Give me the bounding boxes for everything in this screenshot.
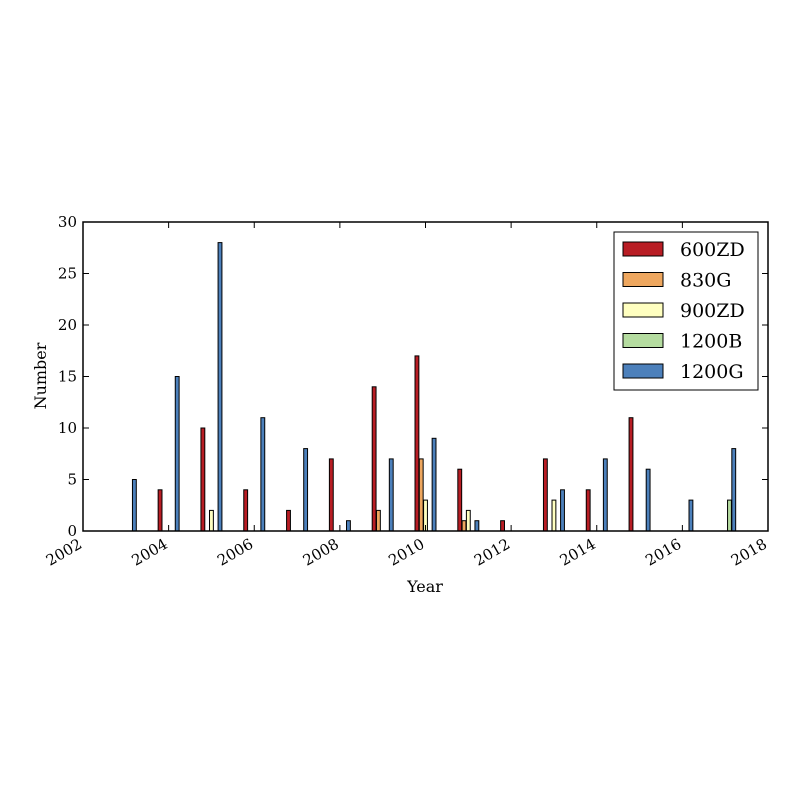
bar-600ZD-2012 — [500, 520, 505, 532]
bar-1200G-2008 — [346, 520, 351, 532]
legend-label-900ZD: 900ZD — [680, 300, 745, 322]
y-tick-label: 25 — [58, 265, 77, 283]
bar-600ZD-2015 — [628, 417, 634, 532]
legend-swatch-600ZD — [622, 241, 664, 257]
legend-label-1200B: 1200B — [680, 331, 742, 353]
bar-1200G-2016 — [688, 499, 694, 532]
bar-600ZD-2009 — [371, 386, 377, 532]
x-tick-label: 2010 — [385, 535, 427, 570]
y-tick-label: 20 — [58, 316, 77, 334]
bar-600ZD-2007 — [286, 509, 291, 532]
x-tick-label: 2002 — [43, 535, 85, 570]
y-tick-label: 30 — [58, 213, 77, 231]
bars-layer — [131, 242, 737, 532]
bar-1200G-2007 — [303, 448, 309, 532]
bar-1200G-2010 — [431, 437, 437, 532]
bar-1200G-2004 — [174, 376, 180, 532]
bar-900ZD-2005 — [209, 509, 214, 532]
bar-1200G-2014 — [602, 458, 608, 532]
legend-swatch-1200G — [622, 363, 664, 379]
bar-600ZD-2011 — [457, 468, 463, 532]
legend-swatch-900ZD — [622, 302, 664, 318]
legend-swatch-830G — [622, 272, 664, 287]
x-axis-label: Year — [406, 577, 443, 596]
bar-1200G-2006 — [260, 417, 266, 532]
y-tick-label: 5 — [67, 471, 77, 489]
bar-900ZD-2013 — [551, 499, 557, 532]
bar-600ZD-2006 — [243, 489, 249, 532]
bar-600ZD-2005 — [200, 427, 206, 532]
legend-label-600ZD: 600ZD — [680, 239, 745, 261]
legend-swatch-1200B — [622, 333, 664, 348]
bar-1200G-2003 — [131, 479, 137, 532]
bar-1200B-2017 — [727, 499, 732, 532]
legend: 600ZD 830G 900ZD 1200B 1200G — [613, 231, 759, 391]
x-tick-label: 2008 — [300, 535, 342, 570]
x-tick-label: 2004 — [129, 535, 171, 570]
bar-830G-2010 — [418, 458, 424, 532]
x-tick-label: 2014 — [557, 535, 599, 570]
bar-600ZD-2004 — [157, 489, 163, 532]
bar-1200G-2009 — [388, 458, 394, 532]
y-tick-label: 10 — [58, 419, 77, 437]
bar-600ZD-2014 — [585, 489, 591, 532]
x-tick-label: 2016 — [642, 535, 684, 570]
bar-1200G-2017 — [731, 448, 737, 532]
x-tick-label: 2012 — [471, 535, 513, 570]
bar-1200G-2013 — [560, 489, 565, 532]
bar-1200G-2015 — [645, 468, 651, 532]
y-tick-label: 0 — [67, 522, 77, 540]
bar-830G-2009 — [375, 509, 381, 532]
bar-1200G-2011 — [474, 520, 480, 532]
y-tick-label: 15 — [58, 368, 77, 386]
bar-1200G-2005 — [217, 242, 223, 532]
x-tick-label: 2018 — [728, 535, 770, 570]
bar-830G-2011 — [461, 520, 467, 532]
bar-600ZD-2008 — [328, 458, 334, 532]
bar-600ZD-2013 — [542, 458, 548, 532]
x-tick-label: 2006 — [214, 535, 256, 570]
bar-900ZD-2011 — [465, 509, 471, 532]
y-axis-label: Number — [31, 342, 50, 409]
bar-600ZD-2010 — [414, 355, 420, 532]
legend-label-830G: 830G — [680, 270, 731, 292]
legend-label-1200G: 1200G — [680, 361, 744, 383]
